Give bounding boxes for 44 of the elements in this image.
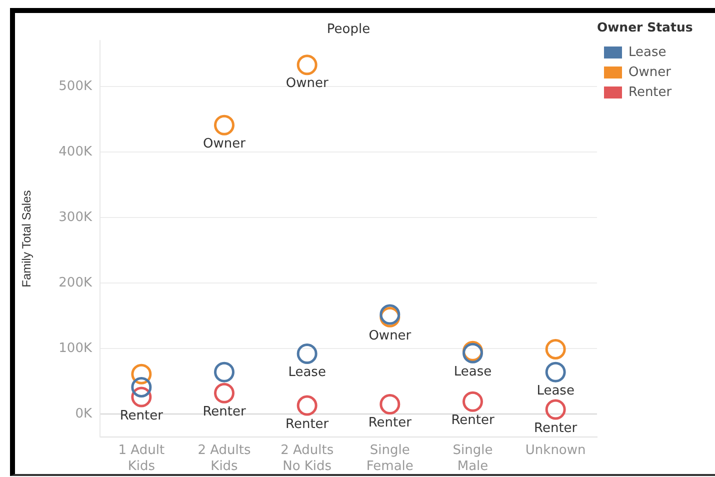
point bbox=[462, 391, 483, 412]
point bbox=[545, 362, 566, 382]
annotation: Renter bbox=[534, 420, 578, 436]
point bbox=[296, 344, 318, 364]
legend-title: Owner Status bbox=[597, 20, 693, 34]
point bbox=[545, 338, 566, 360]
annotation: Renter bbox=[451, 412, 495, 428]
point bbox=[131, 386, 152, 408]
point bbox=[214, 362, 234, 382]
annotation: Lease bbox=[454, 364, 492, 380]
y-tick-label: 400K bbox=[58, 144, 92, 160]
point bbox=[214, 382, 234, 404]
y-tick-label: 200K bbox=[58, 275, 92, 290]
annotation: Renter bbox=[202, 404, 246, 420]
annotation: Lease bbox=[288, 365, 326, 380]
y-tick-label: 100K bbox=[58, 340, 92, 356]
y-tick-label: 300K bbox=[58, 210, 92, 225]
point bbox=[380, 394, 400, 414]
annotation: Renter bbox=[368, 416, 412, 431]
x-tick-label: 2 Adults No Kids bbox=[280, 443, 334, 474]
point bbox=[296, 54, 318, 76]
point bbox=[545, 399, 566, 420]
x-tick-label: 1 Adult Kids bbox=[118, 443, 165, 474]
y-tick-label: 0K bbox=[75, 406, 92, 422]
legend-label: Lease bbox=[628, 44, 666, 60]
point bbox=[214, 114, 234, 136]
legend-label: Owner bbox=[628, 64, 672, 80]
y-axis-title: Family Total Sales bbox=[20, 190, 34, 288]
x-tick-label: Single Male bbox=[452, 443, 493, 474]
annotation: Owner bbox=[203, 136, 246, 152]
y-tick-label: 500K bbox=[58, 78, 92, 94]
annotation: Renter bbox=[120, 408, 164, 424]
x-tick-label: Single Female bbox=[366, 443, 414, 474]
legend-label: Renter bbox=[628, 84, 672, 100]
annotation: Renter bbox=[286, 416, 330, 432]
annotation: Owner bbox=[368, 328, 412, 344]
point bbox=[131, 364, 152, 384]
x-tick-label: Unknown bbox=[525, 443, 586, 458]
annotation: Owner bbox=[286, 76, 329, 92]
x-tick-label: 2 Adults Kids bbox=[198, 443, 251, 474]
chart-title: People bbox=[326, 22, 370, 38]
point bbox=[296, 395, 318, 416]
annotation: Lease bbox=[536, 384, 574, 399]
point bbox=[131, 376, 152, 398]
